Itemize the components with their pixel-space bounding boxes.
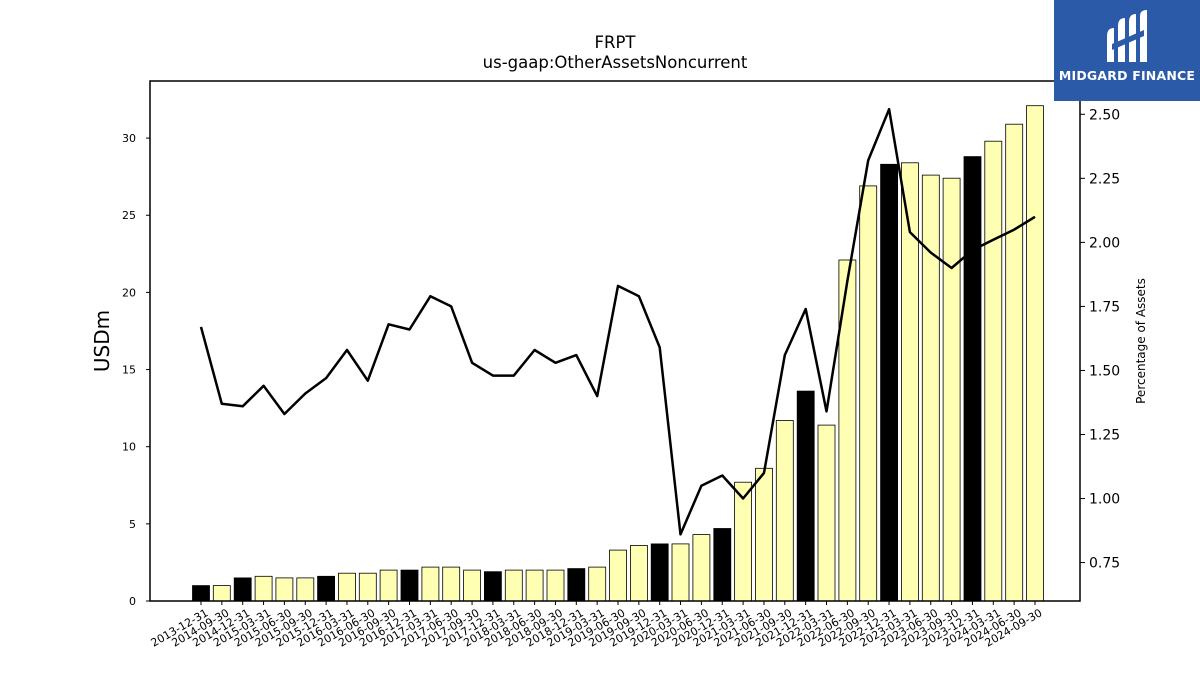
bar xyxy=(233,577,252,602)
y2-tick-label: 1.25 xyxy=(1089,427,1120,443)
bar xyxy=(942,177,961,602)
y-tick-label: 15 xyxy=(122,364,136,377)
chart-title: FRPT xyxy=(595,33,637,52)
y2-tick-label: 1.75 xyxy=(1089,299,1120,315)
y-tick-label: 5 xyxy=(129,518,136,531)
y-axis-right: 0.75 1.00 1.25 1.50 1.75 2.00 2.25 2.50 xyxy=(1080,107,1120,572)
bar xyxy=(692,534,711,602)
bar xyxy=(421,566,440,602)
bar xyxy=(775,420,794,602)
bars xyxy=(192,105,1044,602)
y2-tick-label: 0.75 xyxy=(1089,556,1120,572)
bar xyxy=(525,569,544,602)
bar xyxy=(671,543,690,602)
y2-tick-label: 1.50 xyxy=(1089,363,1120,379)
logo-text: MIDGARD FINANCE xyxy=(1058,68,1196,83)
bar xyxy=(630,545,648,602)
bar xyxy=(296,577,315,602)
bar xyxy=(859,185,878,602)
bar xyxy=(650,543,669,602)
bar xyxy=(212,585,231,602)
y-axis-left: 0 5 10 15 20 25 30 xyxy=(122,132,150,608)
brand-logo: MIDGARD FINANCE xyxy=(1054,0,1200,101)
bar xyxy=(400,569,419,602)
bar xyxy=(317,575,336,602)
bar xyxy=(379,569,398,602)
y-tick-label: 20 xyxy=(122,286,136,299)
bar xyxy=(442,566,461,602)
y-tick-label: 10 xyxy=(122,441,136,454)
bar xyxy=(609,549,627,602)
bar xyxy=(984,140,1003,602)
bar xyxy=(817,424,836,602)
y2-tick-label: 1.00 xyxy=(1089,492,1120,508)
bar xyxy=(963,156,982,602)
bar xyxy=(504,569,523,602)
bar xyxy=(880,163,898,602)
y-axis-label: USDm xyxy=(90,310,114,372)
series-line xyxy=(199,107,1036,536)
bar xyxy=(483,571,502,602)
midgard-logo-icon xyxy=(1107,10,1147,62)
y-tick-label: 25 xyxy=(122,209,136,222)
percentage-line xyxy=(199,107,1036,536)
bar xyxy=(588,566,607,602)
x-axis: 2013-12-312014-09-302014-12-312015-03-31… xyxy=(149,601,1045,650)
y2-axis-label: Percentage of Assets xyxy=(1134,278,1148,404)
bar xyxy=(734,481,752,602)
bar xyxy=(1026,105,1044,602)
chart-subtitle: us-gaap:OtherAssetsNoncurrent xyxy=(483,53,748,72)
bar xyxy=(713,528,732,602)
bar xyxy=(546,569,565,602)
bar xyxy=(755,467,773,602)
bar xyxy=(254,575,273,602)
y2-tick-label: 2.50 xyxy=(1089,107,1120,123)
plot-frame xyxy=(149,80,1081,602)
bar xyxy=(796,390,815,602)
y2-tick-label: 2.25 xyxy=(1089,171,1120,187)
bar xyxy=(1005,123,1024,602)
bar xyxy=(463,569,482,602)
y-tick-label: 0 xyxy=(129,595,136,608)
bar xyxy=(921,174,940,602)
bar xyxy=(567,568,586,602)
bar xyxy=(338,572,356,602)
bar xyxy=(275,577,294,602)
bar xyxy=(192,585,210,602)
y2-tick-label: 2.00 xyxy=(1089,235,1120,251)
bar xyxy=(358,572,377,602)
y-tick-label: 30 xyxy=(122,132,136,145)
